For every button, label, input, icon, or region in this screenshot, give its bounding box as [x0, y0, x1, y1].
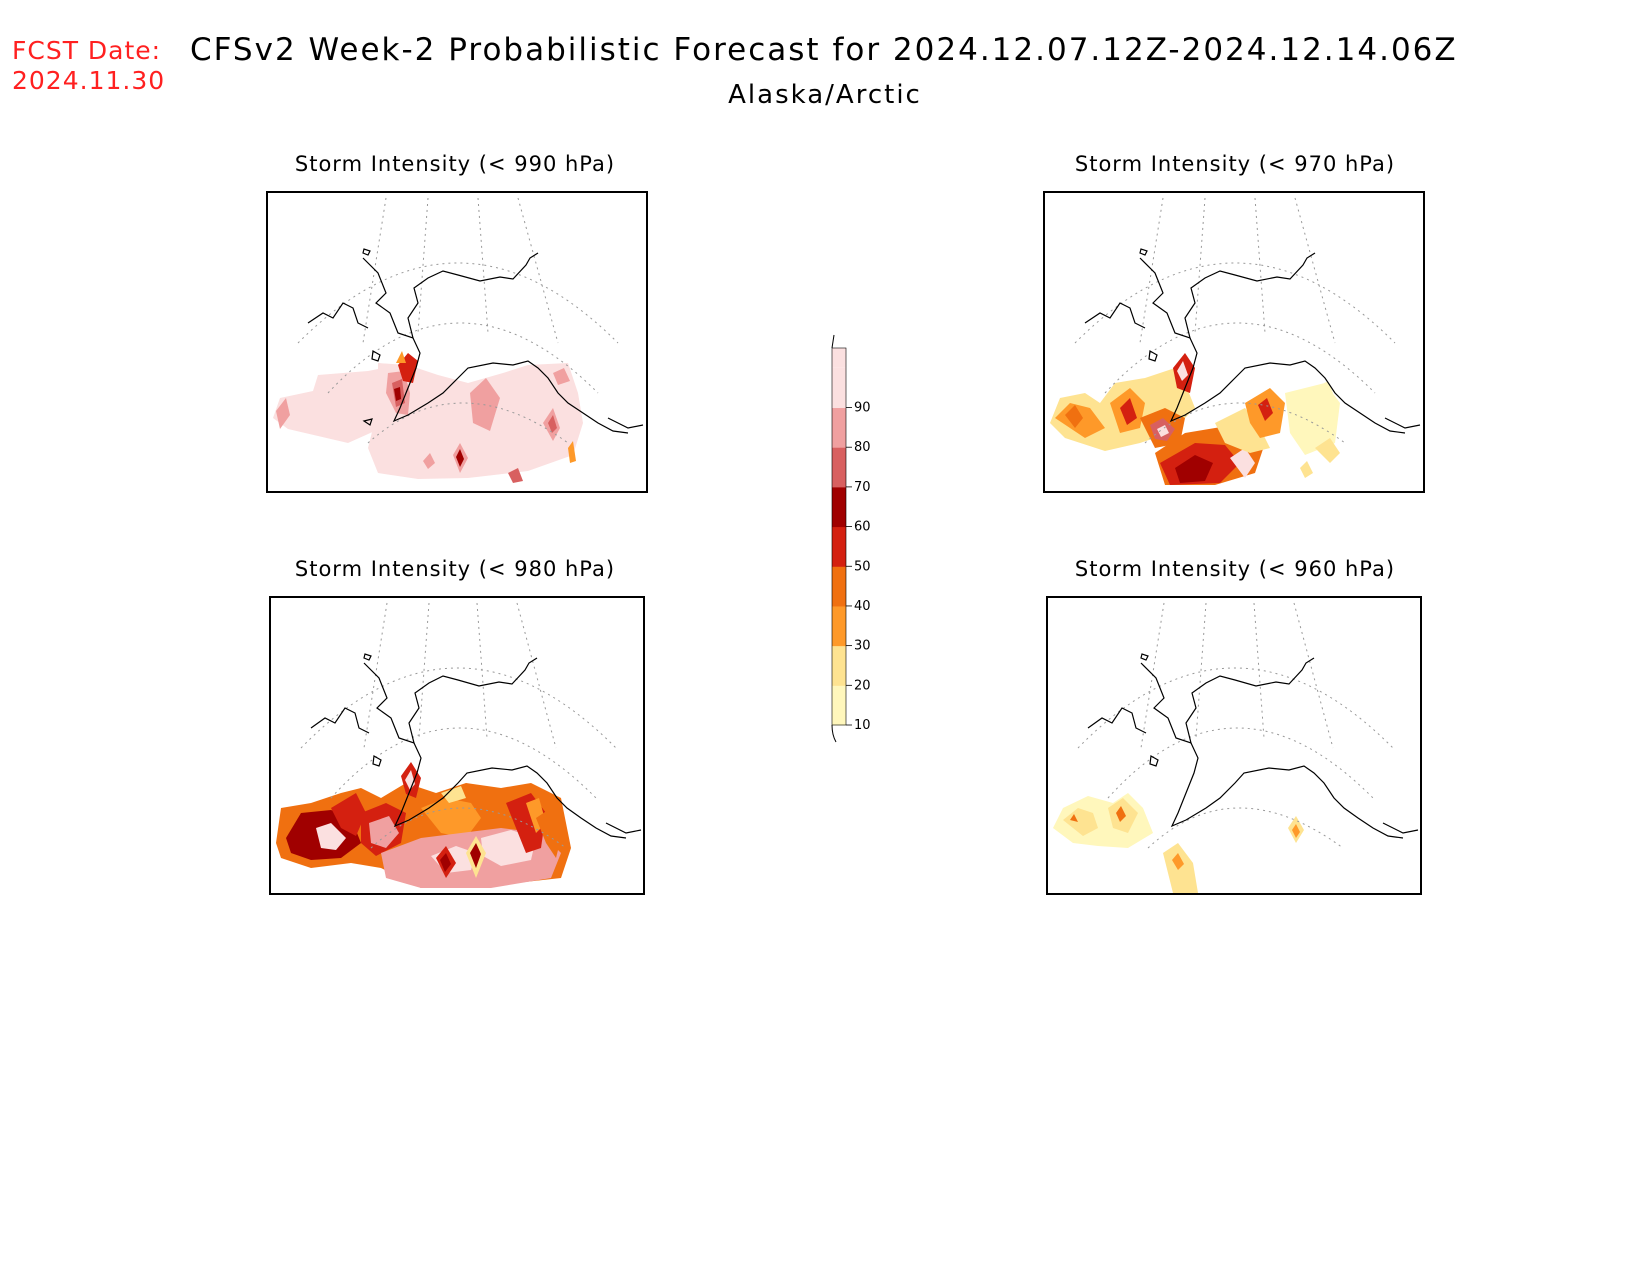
- map-990: [273, 197, 644, 483]
- colorbar-tick-label: 50: [854, 559, 871, 574]
- panel-title-980: Storm Intensity (< 980 hPa): [294, 557, 616, 581]
- panel-title-990: Storm Intensity (< 990 hPa): [294, 152, 616, 176]
- page-title: CFSv2 Week-2 Probabilistic Forecast for …: [190, 32, 1458, 68]
- map-panel-990: [266, 191, 648, 493]
- colorbar-swatch: [832, 486, 846, 528]
- colorbar-swatch: [832, 407, 846, 448]
- map-980: [276, 602, 642, 888]
- colorbar-tick-label: 80: [854, 440, 871, 455]
- probability-colorbar: 10 20 30 40 50 60 70 80 90: [831, 334, 871, 743]
- colorbar-swatch: [832, 447, 846, 488]
- colorbar-tick-label: 90: [854, 401, 871, 416]
- colorbar-tick-label: 70: [854, 480, 871, 495]
- colorbar-tick-label: 40: [854, 599, 871, 614]
- panel-title-960: Storm Intensity (< 960 hPa): [1074, 557, 1396, 581]
- colorbar-swatch: [832, 526, 846, 567]
- colorbar-tick-label: 10: [854, 718, 871, 733]
- colorbar-tick-label: 30: [854, 639, 871, 654]
- map-960: [1053, 602, 1419, 893]
- colorbar-tick-label: 60: [854, 520, 871, 535]
- colorbar-swatch: [832, 367, 846, 409]
- forecast-date-value: 2024.11.30: [12, 66, 166, 95]
- panel-title-970: Storm Intensity (< 970 hPa): [1074, 152, 1396, 176]
- colorbar-swatch: [832, 685, 846, 726]
- colorbar-tick-label: 20: [854, 678, 871, 693]
- map-panel-970: [1043, 191, 1425, 493]
- map-970: [1050, 197, 1421, 485]
- colorbar-swatch: [832, 645, 846, 686]
- forecast-date-label: FCST Date:: [12, 36, 162, 65]
- forecast-date-block: FCST Date: 2024.11.30: [12, 36, 165, 96]
- map-panel-980: [269, 596, 645, 895]
- colorbar-swatch-top: [832, 348, 846, 368]
- colorbar-swatch: [832, 605, 846, 647]
- region-subtitle: Alaska/Arctic: [728, 80, 922, 110]
- map-panel-960: [1046, 596, 1422, 895]
- colorbar-swatch: [832, 566, 846, 607]
